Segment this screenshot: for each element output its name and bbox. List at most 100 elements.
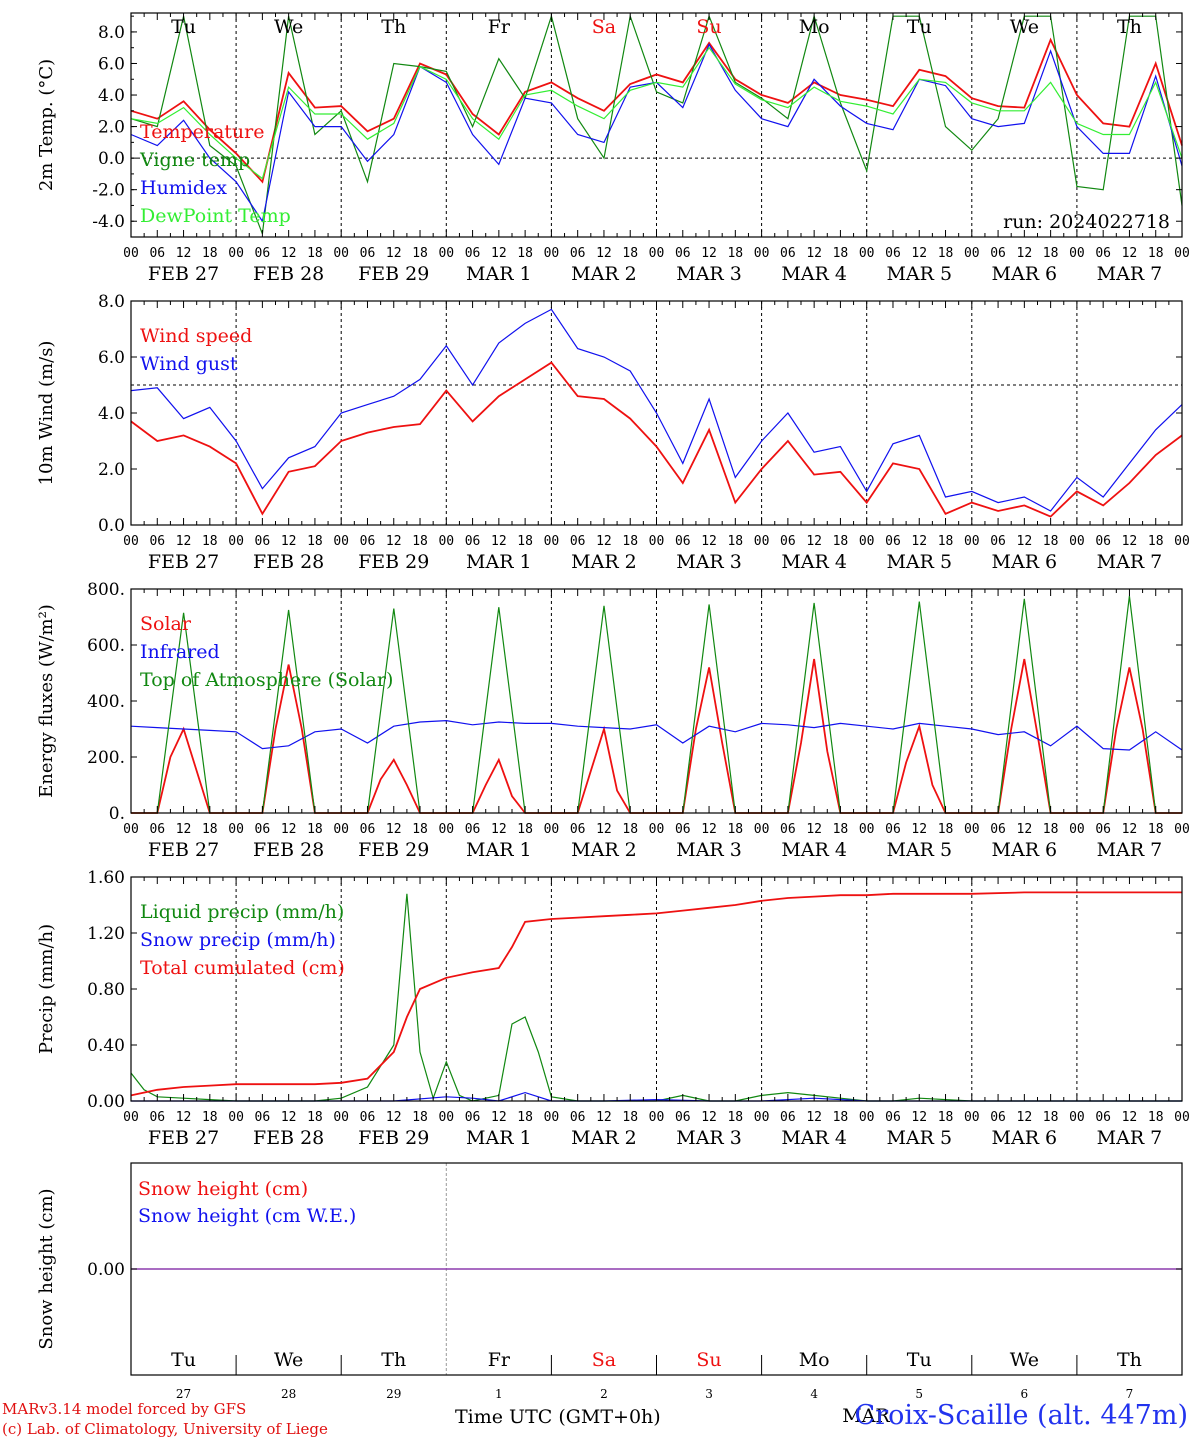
- hour-tick-label: 18: [833, 246, 849, 261]
- date-label: MAR 6: [992, 551, 1058, 573]
- weekday-label: Th: [1117, 16, 1142, 38]
- weekday-label: Tu: [171, 1349, 196, 1371]
- date-label: MAR 4: [781, 551, 847, 573]
- series-dewpoint-temp: [130, 46, 1183, 180]
- y-axis-label: Precip (mm/h): [36, 924, 57, 1054]
- hour-tick-label: 06: [255, 822, 271, 837]
- hour-tick-label: 12: [1017, 822, 1033, 837]
- hour-tick-label: 18: [622, 534, 638, 549]
- hour-tick-label: 06: [570, 534, 586, 549]
- hour-tick-label: 06: [1095, 1110, 1111, 1125]
- hour-tick-label: 00: [859, 1110, 875, 1125]
- legend-entry: Wind gust: [140, 353, 238, 375]
- panel-frame: [130, 12, 1183, 238]
- hour-tick-label: 12: [1122, 1110, 1138, 1125]
- date-label: MAR 7: [1097, 1127, 1163, 1149]
- hour-tick-label: 00: [544, 534, 560, 549]
- date-label: MAR 3: [676, 263, 742, 285]
- date-label: FEB 29: [358, 551, 429, 573]
- date-label: MAR 6: [992, 263, 1058, 285]
- hour-tick-label: 06: [465, 1110, 481, 1125]
- y-tick-label: 6.0: [98, 54, 125, 74]
- y-axis-label: 10m Wind (m/s): [36, 341, 57, 486]
- hour-tick-label: 00: [1174, 822, 1190, 837]
- hour-tick-label: 00: [333, 822, 349, 837]
- hour-tick-label: 18: [412, 822, 428, 837]
- date-label: FEB 28: [253, 839, 324, 861]
- y-tick-label: 1.60: [87, 868, 125, 888]
- hour-tick-label: 00: [1069, 822, 1085, 837]
- y-tick-label: -2.0: [92, 181, 125, 201]
- weekday-label: Mo: [799, 1349, 830, 1371]
- weekday-label: We: [1010, 1349, 1039, 1371]
- series-vigne-temp: [130, 13, 1183, 235]
- legend-entry: Liquid precip (mm/h): [140, 901, 344, 923]
- hour-tick-label: 00: [438, 534, 454, 549]
- y-tick-label: 400.: [87, 692, 125, 712]
- hour-tick-label: 06: [675, 822, 691, 837]
- legend-entry: Top of Atmosphere (Solar): [140, 669, 393, 691]
- weekday-label: Fr: [488, 16, 511, 38]
- hour-tick-label: 18: [727, 534, 743, 549]
- hour-tick-label: 12: [806, 822, 822, 837]
- hour-tick-label: 06: [990, 1110, 1006, 1125]
- station-name: Croix-Scaille (alt. 447m): [854, 1400, 1188, 1431]
- day-number-label: 7: [1126, 1387, 1134, 1401]
- date-label: MAR 5: [886, 263, 952, 285]
- hour-tick-label: 06: [990, 534, 1006, 549]
- y-tick-label: 8.0: [98, 292, 125, 312]
- y-tick-label: 0.0: [98, 516, 125, 536]
- weekday-label: We: [274, 16, 303, 38]
- hour-tick-label: 06: [149, 534, 165, 549]
- hour-tick-label: 00: [1069, 1110, 1085, 1125]
- hour-tick-label: 12: [911, 534, 927, 549]
- hour-tick-label: 18: [202, 246, 218, 261]
- weekday-label: Tu: [907, 16, 932, 38]
- hour-tick-label: 12: [806, 534, 822, 549]
- hour-tick-label: 06: [360, 822, 376, 837]
- y-axis-label: 2m Temp. (°C): [36, 59, 57, 191]
- date-label: FEB 27: [148, 263, 219, 285]
- series-total-cumulated-cm: [130, 891, 1182, 1097]
- hour-tick-label: 06: [780, 534, 796, 549]
- hour-tick-label: 00: [754, 534, 770, 549]
- hour-tick-label: 00: [859, 822, 875, 837]
- hour-tick-label: 12: [176, 822, 192, 837]
- y-tick-label: 800.: [87, 580, 125, 600]
- hour-tick-label: 18: [307, 246, 323, 261]
- date-label: MAR 3: [676, 1127, 742, 1149]
- hour-tick-label: 18: [833, 822, 849, 837]
- hour-tick-label: 12: [701, 822, 717, 837]
- hour-tick-label: 00: [1174, 246, 1190, 261]
- series-infrared: [130, 719, 1183, 751]
- date-label: MAR 2: [571, 839, 637, 861]
- hour-tick-label: 18: [517, 534, 533, 549]
- hour-tick-label: 00: [859, 534, 875, 549]
- hour-tick-label: 18: [622, 822, 638, 837]
- date-label: MAR 1: [466, 263, 532, 285]
- y-tick-label: 200.: [87, 748, 125, 768]
- hour-tick-label: 18: [1148, 822, 1164, 837]
- hour-tick-label: 00: [1174, 1110, 1190, 1125]
- hour-tick-label: 12: [176, 1110, 192, 1125]
- hour-tick-label: 00: [228, 534, 244, 549]
- weekday-label: Su: [696, 16, 721, 38]
- hour-tick-label: 06: [360, 534, 376, 549]
- hour-tick-label: 00: [228, 822, 244, 837]
- date-label: MAR 7: [1097, 839, 1163, 861]
- hour-tick-label: 00: [1069, 246, 1085, 261]
- date-label: MAR 7: [1097, 551, 1163, 573]
- hour-tick-label: 12: [281, 822, 297, 837]
- hour-tick-label: 12: [386, 822, 402, 837]
- date-label: MAR 5: [886, 1127, 952, 1149]
- day-number-label: 6: [1021, 1387, 1029, 1401]
- hour-tick-label: 12: [281, 1110, 297, 1125]
- y-tick-label: 0.80: [87, 980, 125, 1000]
- weekday-label: We: [274, 1349, 303, 1371]
- hour-tick-label: 12: [596, 1110, 612, 1125]
- hour-tick-label: 12: [491, 246, 507, 261]
- date-label: MAR 4: [781, 1127, 847, 1149]
- y-tick-label: 8.0: [98, 23, 125, 43]
- hour-tick-label: 12: [281, 246, 297, 261]
- hour-tick-label: 00: [754, 822, 770, 837]
